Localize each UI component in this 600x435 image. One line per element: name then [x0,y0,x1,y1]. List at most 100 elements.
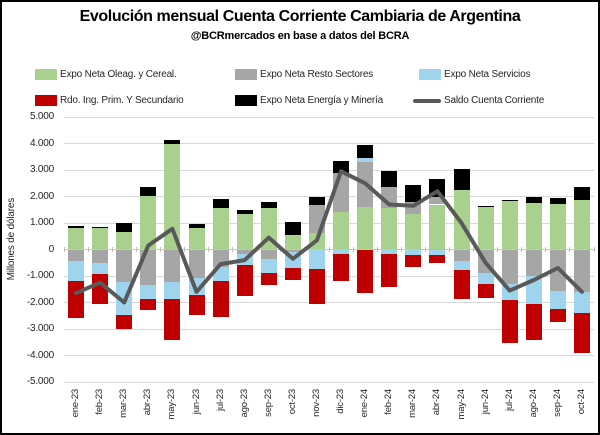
x-axis-label: feb-23 [94,389,106,415]
bar-ene-24-black [357,144,374,159]
bar-ene-23-black [68,226,85,229]
bar-jun-23-black [188,224,205,228]
legend-item-red: Rdo. Ing. Prim. Y Secundario [35,94,184,107]
x-axis-label: jun-24 [479,389,491,415]
y-axis-tick: -5.000 [26,376,54,387]
x-axis-label: abr-23 [142,389,154,416]
x-axis-label: dic-23 [335,389,347,414]
bar-ago-24-red [525,303,542,340]
zero-axis-tick [376,247,378,252]
y-axis-tick: 0 [48,243,55,255]
bar-ago-24-black [525,197,542,203]
bar-may-23-red [164,298,181,341]
zero-axis-tick [87,247,89,252]
bar-jul-23-green [212,207,229,250]
legend-swatch-red-icon [35,95,57,106]
legend-swatch-black-icon [235,95,257,106]
y-axis-tick: 5.000 [29,111,54,122]
bar-jun-23-green [188,227,205,250]
y-axis-tick: -2.000 [26,296,54,308]
bar-abr-24-green [429,204,446,250]
bar-feb-23-red [92,274,109,304]
chart-subtitle: @BCRmercados en base a datos del BCRA [190,30,410,42]
x-axis-label: sep-23 [262,389,274,417]
legend-swatch-gray-icon [235,69,257,80]
bar-may-24-green [453,189,470,250]
saldo-line-layer [74,169,584,305]
bar-oct-23-red [284,268,301,280]
bar-jun-24-red [477,283,494,299]
x-axis-label: mar-24 [407,389,419,418]
bar-oct-24-gray [573,249,590,292]
bar-ago-23-gray [236,249,253,254]
zero-axis-tick [232,247,234,252]
bar-abr-23-green [140,195,157,250]
bar-oct-23-black [284,221,301,235]
bar-mar-23-green [116,232,133,250]
bar-sep-24-black [549,198,566,204]
bar-mar-24-blue [405,249,422,255]
bar-jul-23-black [212,198,229,208]
x-axis-label: mar-23 [118,389,130,418]
legend-item-blue: Expo Neta Servicios [419,68,530,81]
x-axis-label: ago-23 [238,389,250,418]
zero-axis-tick [159,247,161,252]
bar-jul-24-gray [501,249,518,284]
gridline [64,196,594,197]
gridline [64,355,594,356]
legend-label: Expo Neta Oleag. y Cereal. [60,69,177,80]
bar-ene-23-blue [68,261,85,282]
bar-mar-23-red [116,315,133,330]
bar-jul-24-black [501,200,518,202]
bar-feb-23-blue [92,263,109,275]
bar-ene-24-green [357,207,374,250]
bar-abr-24-gray [429,197,446,205]
bar-jul-24-green [501,201,518,250]
gridline [64,116,594,118]
legend-swatch-blue-icon [419,69,441,80]
bar-may-24-gray [453,249,470,262]
bar-feb-24-red [381,253,398,287]
x-axis-label: nov-23 [310,389,322,417]
zero-axis-tick [183,247,185,252]
zero-axis-tick [448,247,450,252]
zero-axis-tick [135,247,137,252]
gridline [64,222,594,224]
legend-label: Expo Neta Servicios [444,69,531,80]
y-axis-tick: -3.000 [26,323,54,334]
bar-ago-24-green [525,202,542,250]
x-axis-label: feb-24 [383,389,395,415]
bar-abr-24-blue [429,249,446,255]
gridline [64,328,594,330]
bar-ago-23-red [236,265,253,296]
bar-sep-23-blue [260,258,277,274]
legend-item-green: Expo Neta Oleag. y Cereal. [35,68,177,81]
bar-oct-24-blue [573,291,590,314]
bar-sep-23-black [260,201,277,209]
zero-axis-tick [593,247,595,252]
bar-oct-24-black [573,187,590,201]
bar-sep-23-red [260,273,277,286]
bar-jun-24-blue [477,273,494,284]
bar-sep-23-gray [260,249,277,259]
bar-abr-23-blue [140,285,157,299]
zero-axis-tick [497,247,499,252]
y-axis-title: Millones de dólares [6,197,17,280]
bar-dic-23-green [333,212,350,250]
x-axis-label: ene-24 [359,389,371,418]
bar-dic-23-blue [333,249,350,254]
zero-axis-tick [208,247,210,252]
bar-ene-24-blue [357,158,374,163]
bar-mar-24-black [405,185,422,202]
bar-may-23-black [164,139,181,144]
bar-may-24-black [453,168,470,190]
zero-axis-tick [569,247,571,252]
bar-jun-23-gray [188,249,205,279]
bar-abr-23-black [140,186,157,196]
x-axis-label: jul-24 [503,389,515,412]
x-axis-label: jun-23 [190,389,202,415]
bar-ago-23-green [236,213,253,250]
bar-nov-23-red [308,268,325,304]
gridline [64,169,594,171]
bar-mar-23-gray [116,249,133,282]
